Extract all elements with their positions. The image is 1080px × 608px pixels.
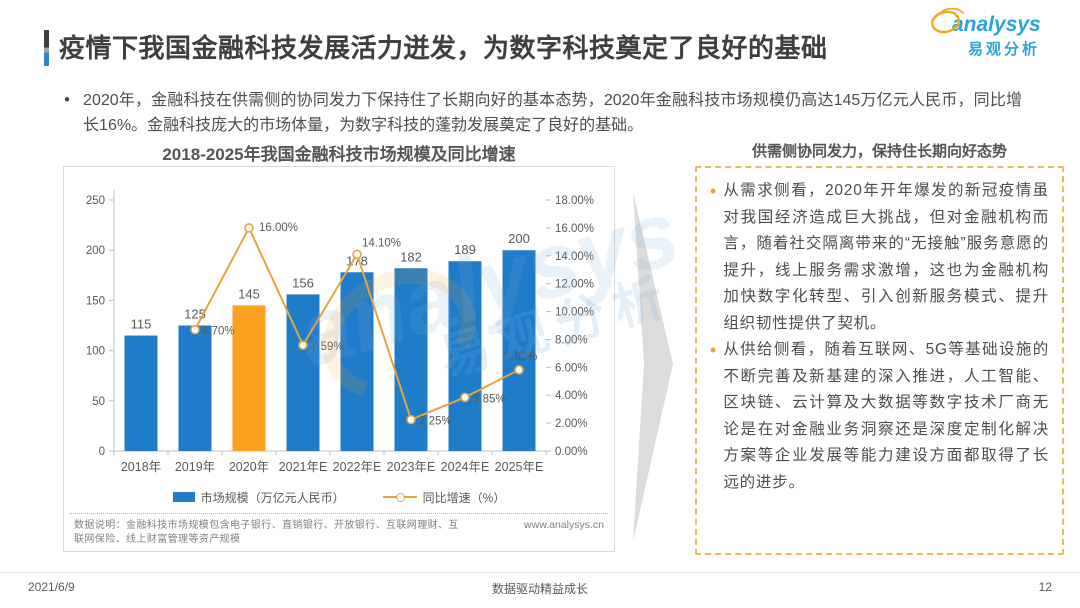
bar-2022年E	[340, 272, 374, 451]
y2-tick-label: 8.00%	[555, 334, 588, 346]
chart-footnote: 数据说明：金融科技市场规模包含电子银行、直销银行、开放银行、互联网理财、互联网保…	[70, 513, 608, 547]
insight-bullet-supply: • 从供给侧看，随着互联网、5G等基础设施的不断完善及新基建的深入推进，人工智能…	[710, 337, 1049, 496]
growth-value-label: 5.82%	[505, 351, 538, 363]
title-accent-bar	[44, 30, 49, 66]
growth-marker	[190, 324, 200, 335]
bar-2024年E	[448, 261, 482, 451]
bar-value-label: 182	[400, 249, 422, 264]
growth-marker	[514, 365, 524, 375]
insight-box: • 从需求侧看，2020年开年爆发的新冠疫情虽对我国经济造成巨大挑战，但对金融机…	[695, 166, 1064, 555]
bar-value-label: 115	[131, 317, 152, 332]
bar-2025年E	[502, 250, 536, 451]
page-title: 疫情下我国金融科技发展活力迸发，为数字科技奠定了良好的基础	[59, 33, 828, 63]
y-tick-label: 50	[92, 396, 105, 408]
growth-marker	[406, 414, 416, 425]
growth-marker	[352, 249, 362, 260]
source-link[interactable]: www.analysys.cn	[524, 519, 604, 531]
chart-box: 0 50 100 150 200 250 0.00% 2.00% 4.00% 6.00% 8.00%…	[63, 166, 615, 552]
growth-marker	[460, 392, 470, 403]
brand-logo: analysys 易观分析	[931, 7, 1064, 59]
bar-2020年	[232, 305, 266, 451]
summary: ● 2020年，金融科技在供需侧的协同发力下保持住了长期向好的基本态势，2020…	[64, 88, 1022, 138]
bullet-dot: ●	[64, 94, 71, 105]
market-size-chart: 0 50 100 150 200 250 0.00% 2.00% 4.00% 6.00% 8.00%…	[86, 190, 594, 474]
bullet-dot: •	[710, 340, 717, 360]
y2-tick-label: 16.00%	[555, 223, 594, 235]
growth-value-label: 2.25%	[419, 416, 452, 428]
chart-legend: 市场规模（万亿元人民币） 同比增速（%）	[64, 487, 614, 507]
logo-swirl-icon	[931, 7, 964, 34]
growth-value-label: 8.70%	[202, 326, 235, 338]
insight-panel: 供需侧协同发力，保持住长期向好态势 • 从需求侧看，2020年开年爆发的新冠疫情…	[695, 140, 1064, 555]
footer: 2021/6/9 数据驱动精益成长 12	[0, 572, 1080, 597]
bar-value-label: 156	[292, 275, 314, 290]
bar-value-label: 145	[238, 286, 260, 301]
y2-tick-label: 6.00%	[555, 362, 588, 374]
header: 疫情下我国金融科技发展活力迸发，为数字科技奠定了良好的基础	[44, 28, 828, 66]
bar-value-label: 189	[454, 242, 476, 257]
y-tick-label: 200	[86, 245, 105, 257]
legend-item-growth-rate: 同比增速（%）	[382, 489, 506, 506]
footer-slogan: 数据驱动精益成长	[491, 582, 588, 596]
legend-label: 市场规模（万亿元人民币）	[200, 490, 345, 505]
insight-title: 供需侧协同发力，保持住长期向好态势	[751, 143, 1007, 160]
bar-2018年	[124, 335, 158, 451]
y2-tick-label: 18.00%	[555, 195, 594, 207]
page-number: 12	[1038, 580, 1052, 594]
y2-tick-label: 10.00%	[555, 307, 594, 319]
bar-series-swatch	[172, 492, 195, 502]
y2-tick-label: 0.00%	[555, 446, 588, 458]
summary-text: 2020年，金融科技在供需侧的协同发力下保持住了长期向好的基本态势，2020年金…	[83, 92, 1022, 134]
x-category-label: 2021年E	[279, 460, 328, 474]
x-category-label: 2022年E	[333, 460, 382, 474]
y-tick-label: 0	[99, 446, 105, 458]
insight-bullet-demand: • 从需求侧看，2020年开年爆发的新冠疫情虽对我国经济造成巨大挑战，但对金融机…	[710, 178, 1049, 337]
x-category-label: 2024年E	[441, 460, 490, 474]
insight-text: 从供给侧看，随着互联网、5G等基础设施的不断完善及新基建的深入推进，人工智能、区…	[723, 341, 1049, 491]
transition-arrow-icon	[633, 192, 673, 542]
y2-tick-label: 2.00%	[555, 418, 588, 430]
y2-tick-label: 4.00%	[555, 390, 588, 402]
growth-value-label: 14.10%	[362, 237, 401, 249]
growth-marker	[298, 340, 308, 350]
logo-brand-name: analysys	[952, 13, 1041, 36]
y-tick-label: 150	[86, 295, 105, 307]
growth-value-label: 3.85%	[473, 393, 506, 405]
growth-marker	[244, 223, 254, 233]
x-category-label: 2018年	[121, 460, 161, 474]
x-category-label: 2020年	[229, 460, 269, 474]
data-note: 数据说明：金融科技市场规模包含电子银行、直销银行、开放银行、互联网理财、互联网保…	[74, 520, 459, 545]
logo-brand-name-cn: 易观分析	[968, 41, 1041, 58]
growth-value-label: 16.00%	[259, 222, 298, 234]
footer-date: 2021/6/9	[28, 580, 75, 594]
legend-item-market-size: 市场规模（万亿元人民币）	[172, 489, 345, 506]
legend-label: 同比增速（%）	[422, 490, 506, 505]
chart-panel: 2018-2025年我国金融科技市场规模及同比增速 0 50 100 150 200 25…	[63, 140, 615, 552]
y-tick-label: 100	[86, 346, 105, 358]
x-category-label: 2019年	[175, 460, 215, 474]
y2-tick-label: 14.00%	[555, 251, 594, 263]
bar-2019年	[178, 325, 212, 451]
x-category-label: 2025年E	[495, 460, 544, 474]
insight-text: 从需求侧看，2020年开年爆发的新冠疫情虽对我国经济造成巨大挑战，但对金融机构而…	[723, 182, 1049, 332]
bar-value-label: 200	[508, 231, 530, 246]
chart-title: 2018-2025年我国金融科技市场规模及同比增速	[162, 145, 516, 164]
bullet-dot: •	[710, 181, 717, 201]
y2-tick-label: 12.00%	[555, 279, 594, 291]
growth-value-label: 7.59%	[311, 341, 344, 353]
x-category-label: 2023年E	[387, 460, 436, 474]
line-series-swatch	[382, 492, 417, 502]
y-tick-label: 250	[86, 195, 105, 207]
